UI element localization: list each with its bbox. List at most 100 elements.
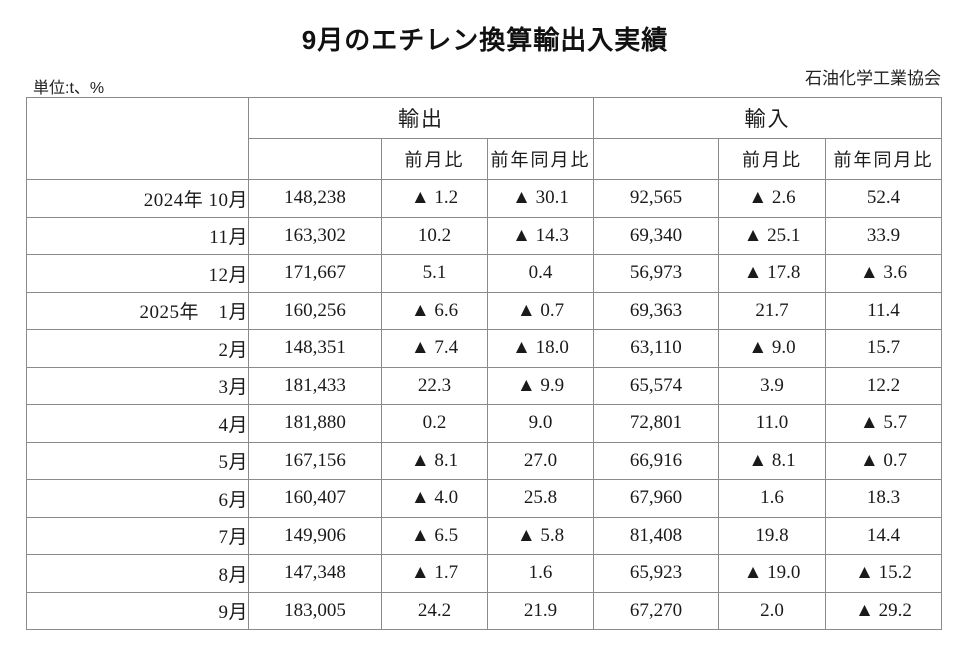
- table-row: 12月 171,667 5.1 0.4 56,973 ▲ 17.8 ▲ 3.6: [26, 254, 942, 293]
- table-row: 5月 167,156 ▲ 8.1 27.0 66,916 ▲ 8.1 ▲ 0.7: [26, 441, 942, 480]
- import-value-cell: 92,565: [593, 179, 719, 218]
- row-label-cell: 2025年 1月: [26, 291, 249, 330]
- import-mom-cell: ▲ 9.0: [718, 329, 826, 368]
- export-mom-cell: ▲ 4.0: [381, 479, 488, 518]
- export-mom-cell: 0.2: [381, 404, 488, 443]
- sub-header-row: 前月比 前年同月比 前月比 前年同月比: [27, 138, 942, 180]
- table-row: 4月 181,880 0.2 9.0 72,801 11.0 ▲ 5.7: [26, 404, 942, 443]
- export-value-cell: 160,256: [248, 291, 382, 330]
- export-mom-cell: 5.1: [381, 254, 488, 293]
- row-label-cell: 4月: [26, 404, 249, 443]
- row-label-cell: 5月: [26, 441, 249, 480]
- export-yoy-cell: 21.9: [487, 591, 594, 630]
- export-yoy-cell: ▲ 0.7: [487, 291, 594, 330]
- import-mom-cell: ▲ 19.0: [718, 554, 826, 593]
- import-mom-cell: ▲ 25.1: [718, 216, 826, 255]
- import-value-cell: 66,916: [593, 441, 719, 480]
- row-label-cell: 7月: [26, 516, 249, 555]
- export-value-cell: 160,407: [248, 479, 382, 518]
- import-mom-cell: ▲ 17.8: [718, 254, 826, 293]
- page-title: 9月のエチレン換算輸出入実績: [301, 25, 669, 55]
- row-label-cell: 2月: [26, 329, 249, 368]
- export-yoy-header: 前年同月比: [487, 138, 594, 180]
- export-value-cell: 149,906: [248, 516, 382, 555]
- export-mom-header: 前月比: [381, 138, 488, 180]
- corner-cell: [26, 97, 249, 180]
- export-yoy-cell: ▲ 18.0: [487, 329, 594, 368]
- export-mom-cell: 10.2: [381, 216, 488, 255]
- import-value-cell: 81,408: [593, 516, 719, 555]
- export-mom-cell: ▲ 7.4: [381, 329, 488, 368]
- row-label-cell: 11月: [26, 216, 249, 255]
- import-value-cell: 69,363: [593, 291, 719, 330]
- import-mom-cell: 11.0: [718, 404, 826, 443]
- import-yoy-cell: ▲ 5.7: [825, 404, 942, 443]
- table-row: 2024年 10月 148,238 ▲ 1.2 ▲ 30.1 92,565 ▲ …: [26, 179, 942, 218]
- export-mom-cell: 24.2: [381, 591, 488, 630]
- export-yoy-cell: 1.6: [487, 554, 594, 593]
- export-yoy-cell: 9.0: [487, 404, 594, 443]
- export-value-cell: 148,238: [248, 179, 382, 218]
- row-label-cell: 2024年 10月: [26, 179, 249, 218]
- import-yoy-cell: ▲ 29.2: [825, 591, 942, 630]
- export-group-header: 輸出: [248, 97, 594, 139]
- table-body: 2024年 10月 148,238 ▲ 1.2 ▲ 30.1 92,565 ▲ …: [26, 179, 942, 630]
- row-label-cell: 3月: [26, 366, 249, 405]
- import-yoy-cell: 52.4: [825, 179, 942, 218]
- table-row: 11月 163,302 10.2 ▲ 14.3 69,340 ▲ 25.1 33…: [26, 216, 942, 255]
- table-row: 6月 160,407 ▲ 4.0 25.8 67,960 1.6 18.3: [26, 479, 942, 518]
- table-row: 7月 149,906 ▲ 6.5 ▲ 5.8 81,408 19.8 14.4: [26, 516, 942, 555]
- import-yoy-cell: ▲ 0.7: [825, 441, 942, 480]
- export-mom-cell: ▲ 1.7: [381, 554, 488, 593]
- import-yoy-cell: 11.4: [825, 291, 942, 330]
- export-yoy-cell: ▲ 9.9: [487, 366, 594, 405]
- import-value-subheader: [593, 138, 719, 180]
- export-mom-cell: ▲ 6.6: [381, 291, 488, 330]
- import-yoy-cell: 18.3: [825, 479, 942, 518]
- import-value-cell: 63,110: [593, 329, 719, 368]
- import-yoy-cell: 12.2: [825, 366, 942, 405]
- import-mom-cell: 19.8: [718, 516, 826, 555]
- import-mom-cell: 3.9: [718, 366, 826, 405]
- import-mom-header: 前月比: [718, 138, 826, 180]
- import-mom-cell: 2.0: [718, 591, 826, 630]
- source-organization: 石油化学工業協会: [805, 69, 941, 88]
- export-value-cell: 171,667: [248, 254, 382, 293]
- export-value-cell: 163,302: [248, 216, 382, 255]
- import-value-cell: 56,973: [593, 254, 719, 293]
- import-yoy-cell: 15.7: [825, 329, 942, 368]
- export-yoy-cell: ▲ 30.1: [487, 179, 594, 218]
- table-row: 8月 147,348 ▲ 1.7 1.6 65,923 ▲ 19.0 ▲ 15.…: [26, 554, 942, 593]
- export-value-cell: 181,433: [248, 366, 382, 405]
- import-value-cell: 65,574: [593, 366, 719, 405]
- export-mom-cell: ▲ 6.5: [381, 516, 488, 555]
- export-mom-cell: ▲ 1.2: [381, 179, 488, 218]
- import-group-header: 輸入: [593, 97, 942, 139]
- import-value-cell: 67,960: [593, 479, 719, 518]
- unit-note: 単位:t、%: [33, 80, 105, 97]
- export-value-subheader: [248, 138, 382, 180]
- export-value-cell: 147,348: [248, 554, 382, 593]
- export-yoy-cell: 25.8: [487, 479, 594, 518]
- import-value-cell: 72,801: [593, 404, 719, 443]
- export-yoy-cell: ▲ 5.8: [487, 516, 594, 555]
- group-header-row: 輸出 輸入: [26, 97, 942, 180]
- import-value-cell: 67,270: [593, 591, 719, 630]
- table-row: 9月 183,005 24.2 21.9 67,270 2.0 ▲ 29.2: [26, 591, 942, 630]
- import-mom-cell: 21.7: [718, 291, 826, 330]
- import-mom-cell: ▲ 2.6: [718, 179, 826, 218]
- export-mom-cell: 22.3: [381, 366, 488, 405]
- import-yoy-header: 前年同月比: [825, 138, 942, 180]
- import-mom-cell: 1.6: [718, 479, 826, 518]
- import-value-cell: 65,923: [593, 554, 719, 593]
- row-label-cell: 12月: [26, 254, 249, 293]
- row-label-cell: 6月: [26, 479, 249, 518]
- export-yoy-cell: 0.4: [487, 254, 594, 293]
- ethylene-trade-table: 輸出 輸入 前月比 前年同月比 前月比 前年同月比 2024年 10月 148,…: [26, 97, 942, 630]
- export-mom-cell: ▲ 8.1: [381, 441, 488, 480]
- table-row: 2月 148,351 ▲ 7.4 ▲ 18.0 63,110 ▲ 9.0 15.…: [26, 329, 942, 368]
- row-label-cell: 8月: [26, 554, 249, 593]
- table-row: 3月 181,433 22.3 ▲ 9.9 65,574 3.9 12.2: [26, 366, 942, 405]
- row-label-cell: 9月: [26, 591, 249, 630]
